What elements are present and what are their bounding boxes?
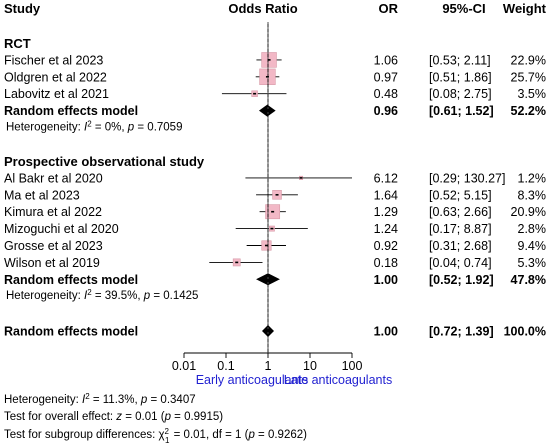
header-or: OR — [379, 1, 399, 16]
ci-value: [0.53; 2.11] — [429, 53, 491, 67]
or-value: 0.18 — [374, 256, 398, 270]
ci-value: [0.63; 2.66] — [429, 205, 492, 219]
direction-label-right: Late anticoagulants — [284, 373, 392, 387]
or-value: 1.24 — [374, 222, 398, 236]
axis-tick-label: 0.1 — [217, 359, 234, 373]
subgroup-summary-or: 1.00 — [374, 273, 398, 287]
subgroup-summary-weight: 47.8% — [511, 273, 546, 287]
subgroup-title: Prospective observational study — [4, 154, 205, 169]
overall-summary-weight: 100.0% — [504, 325, 546, 339]
or-value: 0.92 — [374, 239, 398, 253]
direction-label-left: Early anticoagulants — [196, 373, 309, 387]
study-name: Ma et al 2023 — [4, 188, 80, 202]
overall-effect-test: Test for overall effect: z = 0.01 (p = 0… — [4, 411, 223, 423]
study-name: Kimura et al 2022 — [4, 205, 102, 219]
weight-value: 8.3% — [518, 188, 547, 202]
study-name: Grosse et al 2023 — [4, 239, 103, 253]
weight-value: 3.5% — [518, 87, 547, 101]
header-ci: 95%-CI — [442, 1, 485, 16]
or-value: 6.12 — [374, 171, 398, 185]
footer-stats: Heterogeneity: I2 = 11.3%, p = 0.3407 Tes… — [4, 392, 307, 445]
subgroup-heterogeneity: Heterogeneity: I2 = 39.5%, p = 0.1425 — [6, 288, 198, 303]
study-name: Mizoguchi et al 2020 — [4, 222, 119, 236]
ci-value: [0.52; 5.15] — [429, 188, 492, 202]
study-name: Labovitz et al 2021 — [4, 87, 109, 101]
ci-value: [0.51; 1.86] — [429, 70, 492, 84]
forest-rows: RCT Fischer et al 2023 1.06 [0.53; 2.11] 22.… — [4, 36, 546, 339]
subgroup-summary-diamond — [258, 104, 276, 117]
weight-value: 20.9% — [511, 205, 546, 219]
or-value: 0.97 — [374, 70, 398, 84]
axis-tick-label: 1 — [265, 359, 272, 373]
ci-value: [0.08; 2.75] — [429, 87, 492, 101]
weight-value: 9.4% — [518, 239, 547, 253]
ci-value: [0.17; 8.87] — [429, 222, 492, 236]
header-weight: Weight — [503, 1, 547, 16]
weight-value: 5.3% — [518, 256, 547, 270]
header-study: Study — [4, 1, 41, 16]
overall-summary-ci: [0.72; 1.39] — [429, 325, 494, 339]
overall-heterogeneity: Heterogeneity: I2 = 11.3%, p = 0.3407 — [4, 392, 196, 407]
ci-value: [0.04; 0.74] — [429, 256, 492, 270]
study-name: Wilson et al 2019 — [4, 256, 100, 270]
subgroup-difference-test: Test for subgroup differences: χ2 1 = 0.0… — [4, 427, 307, 445]
subgroup-summary-label: Random effects model — [4, 273, 138, 287]
axis-tick-label: 10 — [303, 359, 317, 373]
study-name: Al Bakr et al 2020 — [4, 171, 103, 185]
subgroup-summary-weight: 52.2% — [511, 104, 546, 118]
axis-tick-label: 100 — [342, 359, 363, 373]
subgroup-summary-ci: [0.61; 1.52] — [429, 104, 494, 118]
weight-value: 2.8% — [518, 222, 547, 236]
weight-value: 22.9% — [511, 53, 546, 67]
subgroup-heterogeneity: Heterogeneity: I2 = 0%, p = 0.7059 — [6, 119, 182, 134]
weight-value: 25.7% — [511, 70, 546, 84]
subgroup-summary-label: Random effects model — [4, 104, 138, 118]
weight-value: 1.2% — [518, 171, 547, 185]
or-value: 1.64 — [374, 188, 398, 202]
subgroup-summary-or: 0.96 — [374, 104, 398, 118]
axis-tick-label: 0.01 — [172, 359, 196, 373]
or-value: 1.29 — [374, 205, 398, 219]
header-odds-ratio: Odds Ratio — [228, 1, 297, 16]
subgroup-title: RCT — [4, 36, 31, 51]
or-value: 1.06 — [374, 53, 398, 67]
overall-summary-label: Random effects model — [4, 325, 138, 339]
ci-value: [0.31; 2.68] — [429, 239, 492, 253]
ci-value: [0.29; 130.27] — [429, 171, 505, 185]
subgroup-summary-ci: [0.52; 1.92] — [429, 273, 494, 287]
study-name: Oldgren et al 2022 — [4, 70, 107, 84]
overall-summary-or: 1.00 — [374, 325, 398, 339]
study-name: Fischer et al 2023 — [4, 53, 103, 67]
or-value: 0.48 — [374, 87, 398, 101]
